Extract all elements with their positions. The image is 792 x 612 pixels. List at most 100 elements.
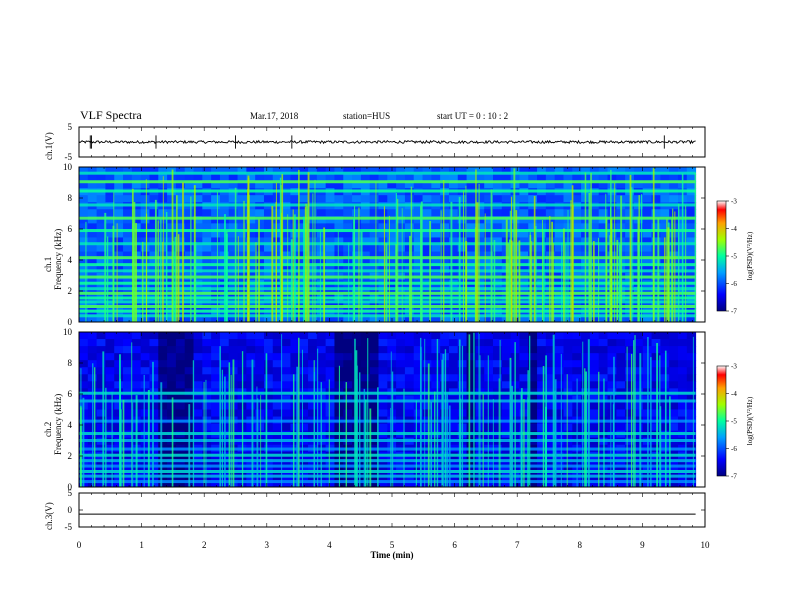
spectrogram-cell <box>607 395 617 403</box>
spectrogram-cell <box>79 367 89 375</box>
spectrogram-cell <box>378 367 388 375</box>
spectrogram-cell <box>431 332 441 340</box>
spectrogram-cell <box>598 223 609 231</box>
spectrogram-cell <box>413 195 424 203</box>
spectrogram-cell <box>396 244 406 253</box>
spectrogram-cell <box>140 230 150 238</box>
spectrogram-cell <box>263 195 274 203</box>
spectrogram-cell <box>466 300 476 309</box>
spectrogram-cell <box>343 216 353 224</box>
spectrogram-cell <box>669 381 679 389</box>
spectrogram-cell <box>501 458 512 467</box>
spectrogram-cell <box>440 339 450 347</box>
spectrogram-cell <box>360 286 371 295</box>
spectrogram-cell <box>211 458 221 467</box>
spectrogram-cell <box>475 167 485 175</box>
spectrogram-cell <box>316 167 327 175</box>
spectrogram-cell <box>211 314 221 323</box>
colorbar-tick-label: -3 <box>731 363 737 371</box>
spectrogram-cell <box>493 314 503 323</box>
spectrogram-cell <box>651 174 661 182</box>
spectrogram-cell <box>598 181 609 189</box>
spectrogram-cell <box>448 339 459 347</box>
spectrogram-cell <box>281 353 291 361</box>
spectrogram-cell <box>123 423 133 432</box>
spectrogram-cell <box>343 409 353 418</box>
spectrogram-cell <box>219 332 230 340</box>
spectrogram-cell <box>422 479 432 488</box>
spectrogram-cell <box>343 195 353 203</box>
spectrogram-cell <box>457 209 468 217</box>
spectrogram-cell <box>299 353 309 361</box>
header-title: VLF Spectra <box>80 108 142 122</box>
spectrogram-cell <box>211 251 221 260</box>
spectrogram-cell <box>493 244 503 253</box>
spectrogram-cell <box>246 314 256 323</box>
spectrogram-cell <box>387 258 397 267</box>
spectrogram-cell <box>651 223 661 231</box>
spectrogram-cell <box>642 244 653 253</box>
spectrogram-cell <box>440 244 450 253</box>
spectrogram-cell <box>105 286 115 295</box>
spectrogram-cell <box>246 167 256 175</box>
spectrogram-cell <box>325 251 335 260</box>
spectrogram-cell <box>528 237 538 245</box>
spectrogram-cell <box>677 339 688 347</box>
spectrogram-cell <box>290 195 300 203</box>
spectrogram-cell <box>431 174 441 182</box>
frequency-band <box>79 419 696 423</box>
spectrogram-cell <box>246 244 256 253</box>
spectrogram-cell <box>651 286 661 295</box>
spectrogram-cell <box>149 465 159 474</box>
spectrogram-cell <box>413 367 424 375</box>
spectrogram-cell <box>563 402 573 410</box>
spectrogram-cell <box>431 167 441 175</box>
spectrogram-cell <box>545 381 556 389</box>
colorbar-tick-label: -5 <box>731 253 737 261</box>
spectrogram-cell <box>501 367 512 375</box>
spectrogram-cell <box>589 174 600 182</box>
spectrogram-cell <box>325 167 335 175</box>
spectrogram-cell <box>167 339 177 347</box>
spectrogram-cell <box>607 195 617 203</box>
spectrogram-cell <box>369 286 379 295</box>
spectrogram-cell <box>581 353 591 361</box>
spectrogram-cell <box>589 479 600 488</box>
colorbar-tick-label: -3 <box>731 198 737 206</box>
spectrogram-cell <box>440 195 450 203</box>
spectrogram-cell <box>316 174 327 182</box>
spectrogram-cell <box>123 244 133 253</box>
spectrogram-cell <box>519 230 529 238</box>
spectrogram-cell <box>237 174 247 182</box>
spectrogram-cell <box>149 244 159 253</box>
spectrogram-cell <box>554 479 564 488</box>
spectrogram-cell <box>211 374 221 382</box>
spectrogram-cell <box>193 465 203 474</box>
spectrogram-cell <box>131 167 142 175</box>
spectrogram-cell <box>422 237 432 245</box>
spectrogram-cell <box>589 423 600 432</box>
spectrogram-cell <box>281 314 291 323</box>
spectrogram-cell <box>422 258 432 267</box>
spectrogram-cell <box>607 402 617 410</box>
spectrogram-cell <box>686 409 697 418</box>
spectrogram-cell <box>686 332 697 340</box>
spectrogram-cell <box>598 216 609 224</box>
spectrogram-cell <box>184 258 195 267</box>
spectrogram-cell <box>448 395 459 403</box>
spectrogram-cell <box>105 367 115 375</box>
spectrogram-cell <box>255 402 265 410</box>
spectrogram-cell <box>299 465 309 474</box>
spectrogram-cell <box>466 230 476 238</box>
spectrogram-cell <box>343 465 353 474</box>
spectrogram-cell <box>537 181 547 189</box>
spectrogram-cell <box>396 216 406 224</box>
spectrogram-cell <box>343 167 353 175</box>
spectrogram-cell <box>466 465 476 474</box>
spectrogram-cell <box>404 458 415 467</box>
spectrogram-cell <box>528 367 538 375</box>
spectrogram-cell <box>413 258 424 267</box>
spectrogram-cell <box>396 237 406 245</box>
